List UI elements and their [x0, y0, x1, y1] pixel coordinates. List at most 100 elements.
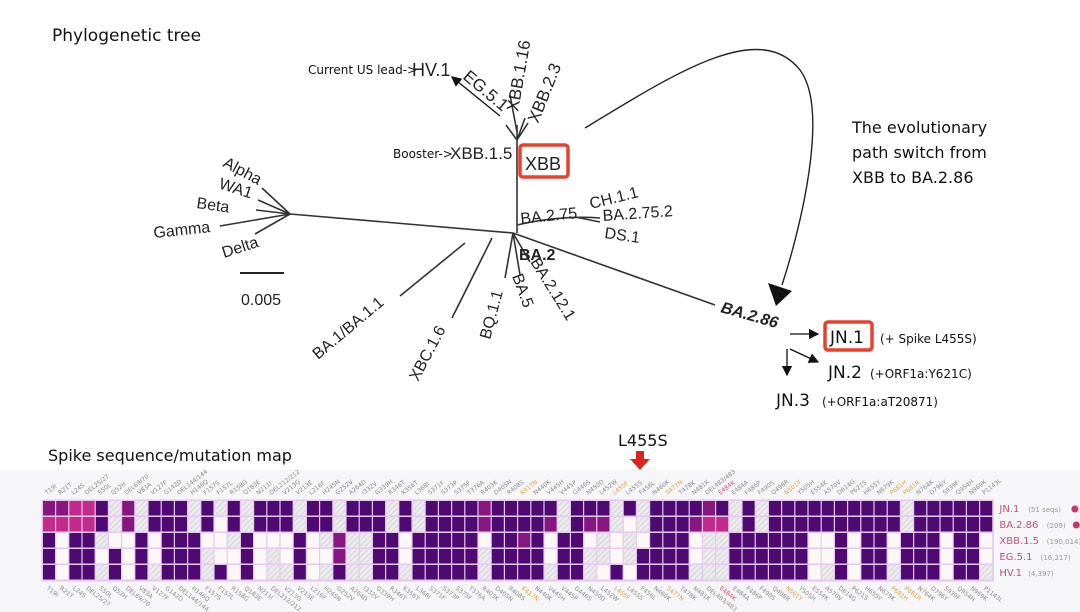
- mutation-cell: [584, 501, 597, 516]
- curve-arrowhead: [768, 283, 792, 306]
- mutation-cell: [557, 501, 570, 516]
- mutation-cell: [584, 517, 597, 532]
- mutation-cell: [835, 549, 847, 564]
- mutation-cell: [571, 501, 583, 516]
- mutation-cell: [188, 517, 201, 532]
- info-badge-icon[interactable]: [1071, 505, 1079, 513]
- mutation-cell: [703, 565, 715, 580]
- mutation-cell: [901, 549, 913, 564]
- mutation-cell: [201, 549, 214, 564]
- mutation-cell: [43, 533, 55, 548]
- mutation-cell: [373, 501, 385, 516]
- mutation-cell: [359, 517, 372, 532]
- mutation-cell: [716, 565, 729, 580]
- mutation-cell: [544, 517, 557, 532]
- mutation-cell: [518, 517, 531, 532]
- mutation-cell: [412, 501, 425, 516]
- mutation-cell: [452, 549, 465, 564]
- mutation-cell: [650, 549, 663, 564]
- mutation-cell: [769, 533, 781, 548]
- mutation-cell: [769, 501, 781, 516]
- mutation-cell: [901, 501, 913, 516]
- mutation-cell: [452, 565, 465, 580]
- row-label[interactable]: JN.1: [998, 504, 1019, 515]
- node-xbb: XBB: [525, 154, 561, 174]
- mutation-cell: [69, 565, 82, 580]
- mutation-cell: [623, 549, 636, 564]
- callout-arrow-icon: [630, 451, 650, 470]
- mutation-cell: [584, 533, 597, 548]
- mutation-cell: [887, 565, 900, 580]
- mutation-cell: [676, 501, 689, 516]
- mutation-cell: [478, 533, 491, 548]
- mutation-cell: [148, 565, 161, 580]
- mutation-cell: [755, 533, 768, 548]
- mutation-cell: [188, 501, 201, 516]
- mutation-cell: [940, 517, 953, 532]
- mutation-cell: [848, 533, 861, 548]
- mutation-cell: [214, 533, 227, 548]
- mutation-cell: [597, 549, 610, 564]
- node-xbc16: XBC.1.6: [407, 323, 450, 384]
- row-label[interactable]: HV.1: [999, 568, 1022, 579]
- mutation-cell: [835, 533, 847, 548]
- row-label[interactable]: BA.2.86: [999, 520, 1038, 531]
- mutation-cell: [729, 565, 742, 580]
- mutation-cell: [82, 501, 95, 516]
- mutation-cell: [320, 501, 333, 516]
- mutation-cell: [610, 533, 623, 548]
- mutation-cell: [373, 517, 385, 532]
- mutation-cell: [69, 533, 82, 548]
- mutation-cell: [782, 501, 795, 516]
- mutation-cell: [82, 517, 95, 532]
- row-label[interactable]: EG.5.1: [999, 552, 1032, 563]
- mutation-cell: [755, 501, 768, 516]
- mutation-cell: [346, 565, 359, 580]
- mutation-cell: [307, 501, 319, 516]
- mutation-cell: [122, 549, 135, 564]
- mutation-cell: [729, 549, 742, 564]
- mutation-cell: [280, 565, 293, 580]
- mutation-cell: [531, 517, 544, 532]
- mutation-cell: [333, 501, 346, 516]
- row-count: (209): [1047, 522, 1066, 530]
- mutation-cell: [953, 549, 966, 564]
- mutation-cell: [320, 549, 333, 564]
- mutation-cell: [267, 501, 280, 516]
- mutation-cell: [227, 501, 240, 516]
- mutation-cell: [386, 565, 399, 580]
- mutation-cell: [465, 533, 478, 548]
- mutation-cell: [927, 565, 940, 580]
- mutation-cell: [703, 517, 715, 532]
- mutation-cell: [425, 549, 438, 564]
- mutation-cell: [637, 501, 649, 516]
- mutation-cell: [122, 501, 135, 516]
- mutation-cell: [967, 501, 979, 516]
- mutation-cell: [610, 501, 623, 516]
- mutation-cell: [241, 517, 253, 532]
- mutation-label-top: L24S: [70, 482, 86, 497]
- mutation-cell: [386, 533, 399, 548]
- mutation-cell: [161, 533, 174, 548]
- mutation-cell: [122, 517, 135, 532]
- mutation-cell: [425, 533, 438, 548]
- mutation-cell: [953, 501, 966, 516]
- mutation-cell: [953, 517, 966, 532]
- row-label[interactable]: XBB.1.5: [999, 536, 1039, 547]
- mutation-cell: [795, 533, 808, 548]
- mutation-cell: [201, 517, 214, 532]
- info-badge-icon[interactable]: [1072, 521, 1080, 529]
- mutation-cell: [742, 565, 755, 580]
- mutation-cell: [610, 517, 623, 532]
- mutation-cell: [465, 549, 478, 564]
- mutation-cell: [782, 549, 795, 564]
- mutation-cell: [465, 565, 478, 580]
- node-xbb15: XBB.1.5: [450, 144, 512, 163]
- mutation-cell: [280, 501, 293, 516]
- mutation-cell: [359, 533, 372, 548]
- mutation-cell: [214, 501, 227, 516]
- mutation-cell: [518, 501, 531, 516]
- mutation-cell: [135, 501, 148, 516]
- mutation-cell: [544, 533, 557, 548]
- mutation-cell: [650, 501, 663, 516]
